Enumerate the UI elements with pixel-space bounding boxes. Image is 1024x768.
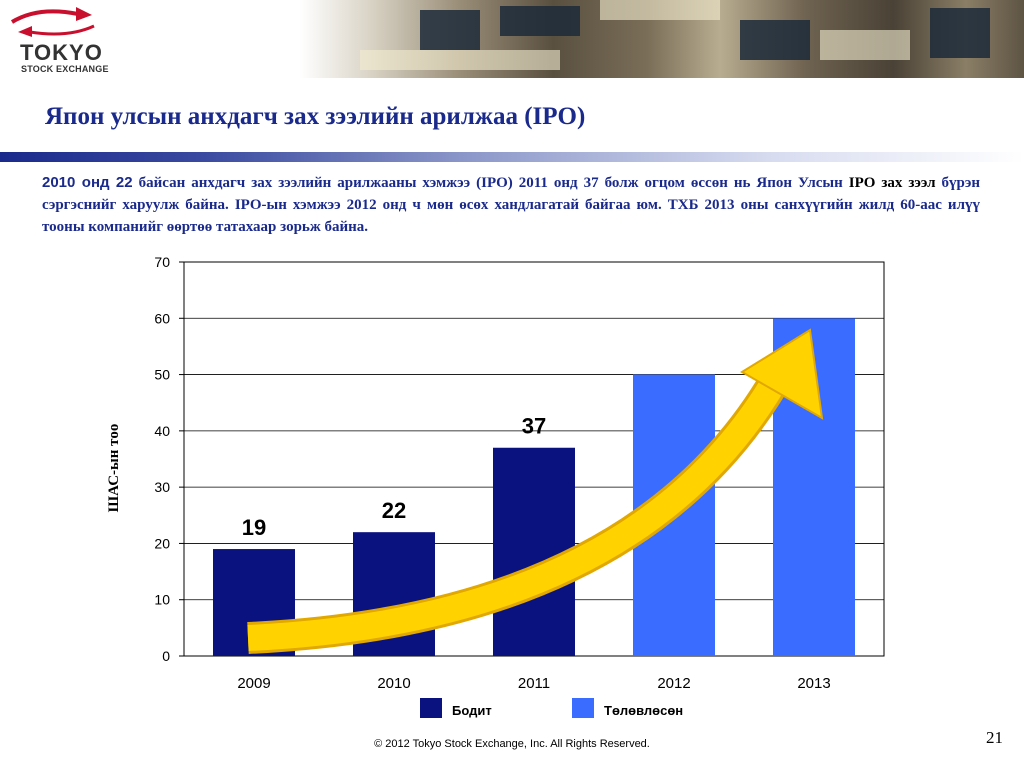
desc-lead: 2010 онд 22 xyxy=(42,174,133,191)
title-underline-bar xyxy=(0,152,1024,162)
data-label-2009: 19 xyxy=(242,515,266,540)
legend-swatch-0 xyxy=(420,698,442,718)
data-label-2010: 22 xyxy=(382,498,406,523)
tse-logo: TOKYO STOCK EXCHANGE xyxy=(8,4,108,76)
trading-floor-photo xyxy=(300,0,1024,78)
y-tick-label: 50 xyxy=(154,367,170,383)
trend-arrow-shaft xyxy=(247,365,792,651)
desc-highlight: IPO зах зээл xyxy=(848,175,936,191)
copyright-notice: © 2012 Tokyo Stock Exchange, Inc. All Ri… xyxy=(374,738,650,750)
header: TOKYO STOCK EXCHANGE xyxy=(0,0,1024,80)
slide-description: 2010 онд 22 байсан анхдагч зах зээлийн а… xyxy=(42,172,980,238)
data-label-2011: 37 xyxy=(522,414,546,439)
desc-part2: бүрэн сэргэснийг харуулж байна. IPO-ын х… xyxy=(42,175,981,235)
page-number: 21 xyxy=(986,728,1003,747)
y-tick-label: 20 xyxy=(154,535,170,551)
y-tick-label: 60 xyxy=(154,310,170,326)
slide-title: Япон улсын анхдагч зах зээлийн арилжаа (… xyxy=(45,103,586,130)
y-axis-label: ШАС-ын тоо xyxy=(106,424,122,513)
logo-tokyo-text: TOKYO xyxy=(20,40,103,65)
legend-swatch-1 xyxy=(572,698,594,718)
y-tick-label: 40 xyxy=(154,423,170,439)
bar-2011 xyxy=(493,447,575,656)
x-tick-label: 2009 xyxy=(237,675,270,692)
logo-arrows-icon xyxy=(10,7,95,37)
y-tick-label: 0 xyxy=(162,648,170,664)
trend-arrow-head xyxy=(740,328,824,420)
y-tick-label: 10 xyxy=(154,592,170,608)
legend-label-0: Бодит xyxy=(452,703,492,718)
y-tick-label: 70 xyxy=(154,254,170,270)
x-tick-label: 2012 xyxy=(657,675,690,692)
y-tick-label: 30 xyxy=(154,479,170,495)
legend-label-1: Төлөвлөсөн xyxy=(604,703,683,718)
x-tick-label: 2010 xyxy=(377,675,410,692)
x-tick-label: 2013 xyxy=(797,675,830,692)
desc-part1: байсан анхдагч зах зээлийн арилжааны хэм… xyxy=(132,175,849,191)
x-tick-label: 2011 xyxy=(518,675,550,692)
logo-subtitle: STOCK EXCHANGE xyxy=(21,64,109,74)
